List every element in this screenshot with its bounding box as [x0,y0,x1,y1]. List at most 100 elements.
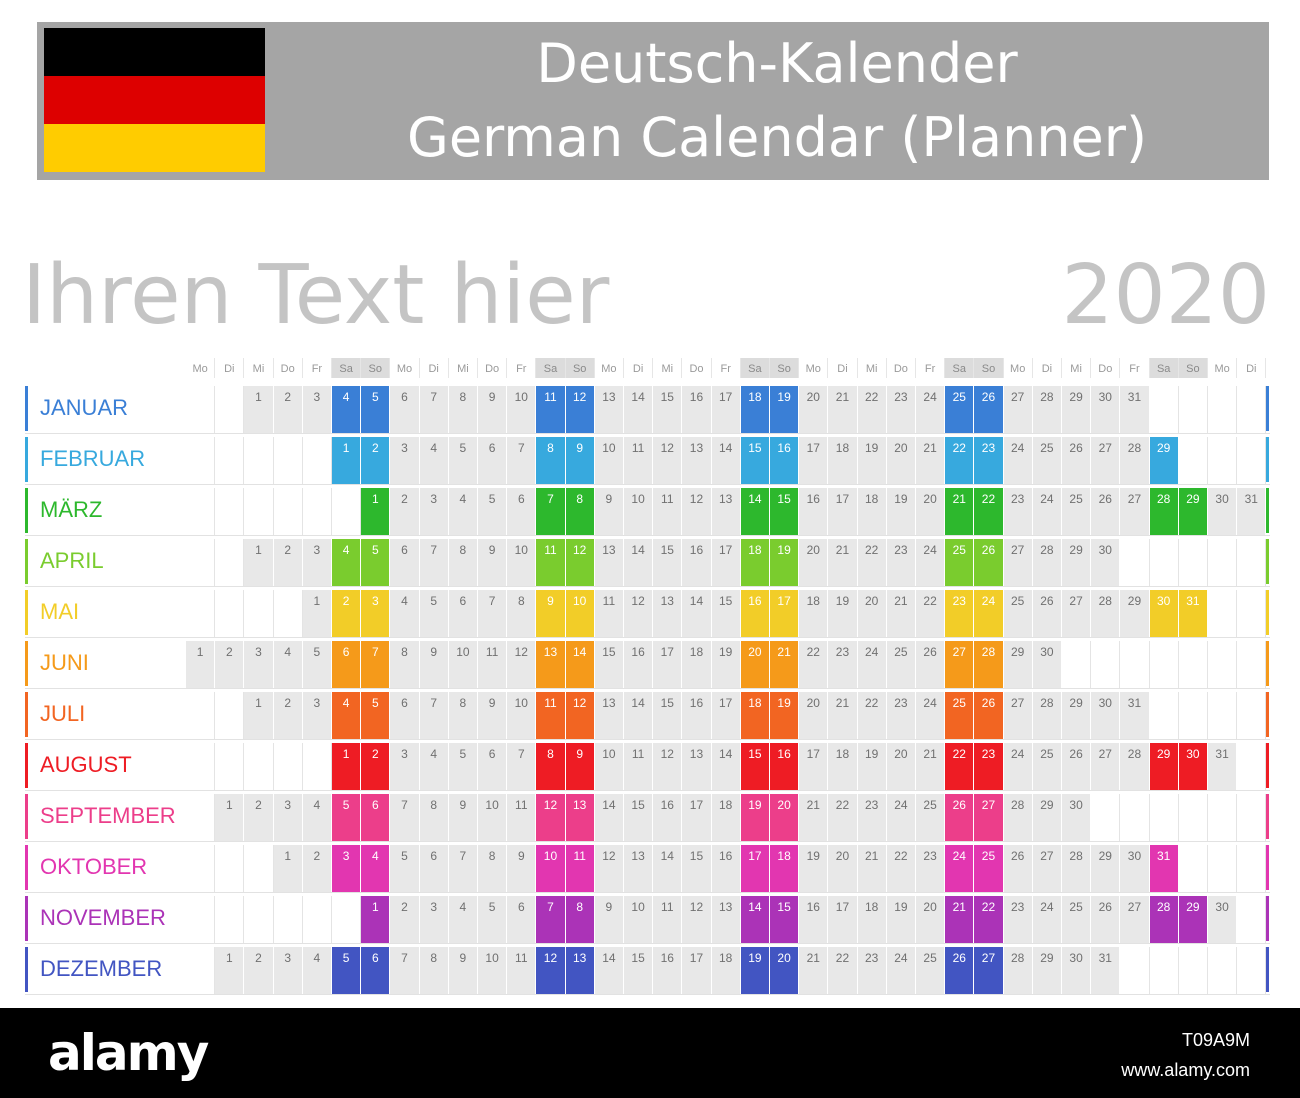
day-cell: 7 [478,590,508,637]
day-cell: 26 [1003,845,1033,892]
day-cell: 8 [419,947,449,994]
weekend-day-cell: 14 [740,896,770,943]
empty-cell [1208,641,1238,688]
row-divider [25,535,1270,536]
day-cell: 26 [1032,590,1062,637]
weekend-day-cell: 13 [536,641,566,688]
day-cell: 27 [1091,743,1121,790]
empty-cell [186,896,216,943]
weekend-day-cell: 19 [770,692,800,739]
weekend-day-cell: 21 [770,641,800,688]
day-cell: 21 [828,539,858,586]
day-cell: 1 [273,845,303,892]
day-cell: 19 [711,641,741,688]
empty-cell [244,743,274,790]
day-cell: 11 [624,743,654,790]
day-cell: 24 [916,539,946,586]
year-label: 2020 [1061,248,1270,343]
day-cell: 20 [857,590,887,637]
day-cell: 30 [1091,386,1121,433]
empty-cell [215,692,245,739]
day-cell: 30 [1120,845,1150,892]
weekend-day-cell: 23 [974,437,1004,484]
weekend-day-cell: 13 [565,794,595,841]
day-cell: 1 [244,539,274,586]
weekend-day-cell: 31 [1149,845,1179,892]
day-cell: 7 [390,947,420,994]
weekend-day-cell: 23 [945,590,975,637]
day-cell: 6 [390,692,420,739]
day-cell: 16 [682,692,712,739]
day-cell: 16 [711,845,741,892]
day-cell: 10 [478,794,508,841]
day-cell: 29 [1091,845,1121,892]
empty-cell [1178,641,1208,688]
weekend-day-cell: 25 [945,692,975,739]
weekend-day-cell: 20 [770,794,800,841]
day-cell: 4 [448,896,478,943]
row-divider [25,433,1270,434]
day-cell: 10 [478,947,508,994]
weekday-header: Fr [712,358,741,378]
day-cell: 26 [1091,488,1121,535]
day-cell: 4 [273,641,303,688]
weekend-day-cell: 20 [770,947,800,994]
weekend-day-cell: 2 [332,590,362,637]
day-cell: 1 [186,641,216,688]
month-color-bar [25,590,28,635]
day-cell: 22 [828,947,858,994]
empty-cell [215,896,245,943]
empty-cell [186,539,216,586]
empty-cell [273,590,303,637]
weekend-day-cell: 15 [770,896,800,943]
day-cell: 16 [799,488,829,535]
empty-cell [1149,386,1179,433]
day-cell: 27 [1003,692,1033,739]
month-label: APRIL [40,548,104,573]
day-cell: 20 [886,743,916,790]
empty-cell [1237,743,1267,790]
weekend-day-cell: 30 [1149,590,1179,637]
weekend-day-cell: 12 [536,947,566,994]
day-cell: 5 [390,845,420,892]
day-cell: 27 [1032,845,1062,892]
day-cell: 5 [302,641,332,688]
day-cell: 30 [1062,794,1092,841]
day-cell: 23 [886,692,916,739]
weekday-header: Sa [332,358,362,378]
weekend-day-cell: 12 [565,386,595,433]
day-cell: 2 [273,386,303,433]
day-cell: 23 [857,947,887,994]
empty-cell [1237,794,1267,841]
weekend-day-cell: 29 [1149,743,1179,790]
day-cell: 26 [1062,743,1092,790]
empty-cell [215,743,245,790]
weekend-day-cell: 18 [740,692,770,739]
day-cell: 31 [1208,743,1238,790]
day-cell: 24 [916,386,946,433]
day-cell: 28 [1032,539,1062,586]
day-cell: 4 [419,743,449,790]
empty-cell [1208,590,1238,637]
weekday-header: So [974,358,1004,378]
day-cell: 25 [1003,590,1033,637]
day-cell: 18 [828,437,858,484]
empty-cell [1149,539,1179,586]
day-cell: 24 [1032,896,1062,943]
weekend-day-cell: 15 [740,437,770,484]
weekend-day-cell: 30 [1178,743,1208,790]
day-cell: 21 [799,947,829,994]
weekend-day-cell: 4 [361,845,391,892]
day-cell: 21 [799,794,829,841]
weekend-day-cell: 12 [565,539,595,586]
empty-cell [186,743,216,790]
day-cell: 14 [711,437,741,484]
empty-cell [1237,692,1267,739]
title-banner: Deutsch-Kalender German Calendar (Planne… [37,22,1269,180]
empty-cell [215,590,245,637]
day-cell: 28 [1120,437,1150,484]
day-cell: 7 [507,743,537,790]
day-cell: 17 [711,539,741,586]
day-cell: 2 [215,641,245,688]
day-cell: 8 [448,692,478,739]
